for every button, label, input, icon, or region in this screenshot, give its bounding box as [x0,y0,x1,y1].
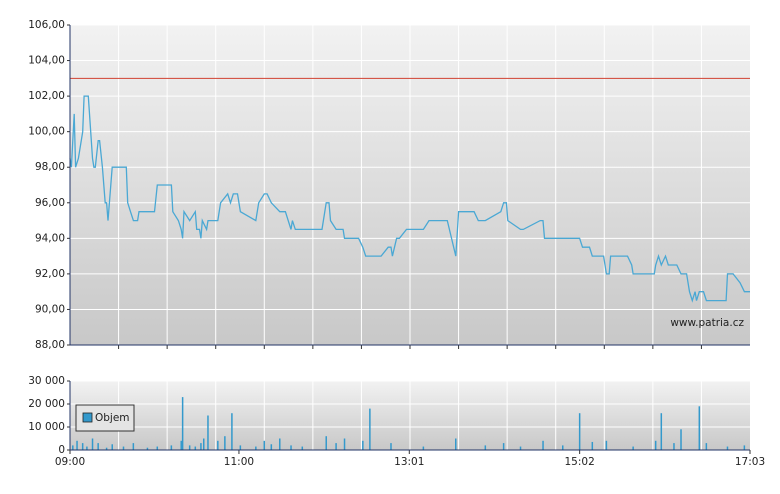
volume-bar [335,443,337,450]
volume-bar [270,444,273,450]
volume-bar [591,441,594,450]
volume-bar [194,446,197,450]
y-tick-label: 104,00 [28,55,65,67]
volume-bar [181,397,184,450]
y-tick-label: 20 000 [28,398,65,410]
volume-bar [519,446,522,450]
volume-bar [673,443,675,450]
volume-bar [217,440,219,450]
watermark: www.patria.cz [670,317,744,329]
legend-label: Objem [95,412,130,424]
volume-bar [680,429,682,450]
x-tick-label: 11:00 [224,456,254,468]
volume-bar [72,445,74,450]
volume-bar [146,447,149,450]
volume-bar [279,438,281,450]
volume-bar [578,413,581,450]
volume-bar [562,445,564,450]
legend-swatch [82,412,93,423]
volume-bar [301,446,304,450]
y-tick-label: 10 000 [28,421,65,433]
volume-bar [632,446,634,450]
volume-bar [705,443,708,450]
volume-bar [231,413,233,450]
volume-bar [362,440,364,450]
y-tick-label: 106,00 [28,19,65,31]
volume-bar [542,440,544,450]
volume-bar [200,443,202,450]
volume-bar [343,438,346,450]
volume-bar [76,440,78,450]
volume-bar [660,413,663,450]
volume-bar [111,444,113,450]
volume-bar [156,446,159,450]
y-tick-label: 98,00 [35,161,65,173]
volume-bar [605,440,608,450]
volume-bar [207,415,209,450]
volume-bar [726,446,729,450]
volume-bar [224,436,226,450]
volume-bar [170,445,173,450]
volume-bar [122,446,125,450]
volume-bar [180,440,182,450]
y-tick-label: 90,00 [35,303,65,315]
volume-bar [325,436,327,450]
volume-bar [188,445,191,450]
volume-bar [97,443,99,450]
y-tick-label: 92,00 [35,268,65,280]
y-tick-label: 0 [58,444,65,456]
volume-bar [422,446,425,450]
volume-bar [91,438,94,450]
x-tick-label: 13:01 [394,456,424,468]
volume-bar [654,440,657,450]
volume-bar [263,440,266,450]
volume-bar [743,445,746,450]
y-tick-label: 96,00 [35,197,65,209]
x-tick-label: 09:00 [55,456,85,468]
volume-bar [202,438,205,450]
x-tick-label: 15:02 [565,456,595,468]
volume-bar [290,445,292,450]
volume-bar [132,443,135,450]
volume-bar [105,447,108,450]
volume-bar [239,445,242,450]
y-tick-label: 30 000 [28,375,65,387]
y-tick-label: 100,00 [28,126,65,138]
price-line [69,95,750,303]
volume-bar [369,408,371,450]
volume-bar [81,443,84,450]
volume-bar [455,438,457,450]
volume-bar [502,443,505,450]
y-tick-label: 102,00 [28,90,65,102]
volume-bar [390,443,392,450]
volume-bar [698,406,701,450]
volume-bar [255,446,257,450]
y-tick-label: 88,00 [35,339,65,351]
volume-bar [86,446,88,450]
x-tick-label: 17:03 [735,456,765,468]
y-tick-label: 94,00 [35,232,65,244]
volume-bar [484,445,487,450]
